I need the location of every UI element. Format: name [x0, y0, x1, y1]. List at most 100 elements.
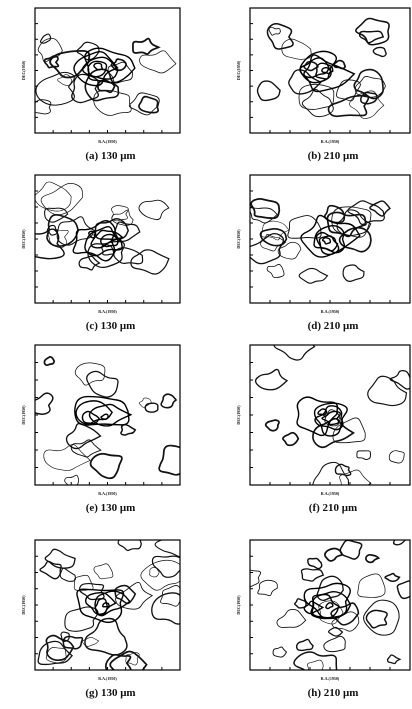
contour: [323, 547, 344, 562]
contour: [144, 402, 159, 413]
contours: [250, 198, 391, 284]
contour: [312, 461, 350, 485]
contour: [39, 560, 62, 580]
contour: [151, 555, 180, 578]
contour: [254, 368, 289, 391]
contour: [37, 640, 73, 666]
x-axis-label: R.A.(1950): [321, 139, 340, 144]
contour: [64, 474, 79, 485]
contour: [356, 450, 371, 460]
contour: [272, 646, 288, 658]
contour: [338, 226, 372, 253]
contours: [35, 356, 180, 485]
x-axis-label: R.A.(1950): [321, 676, 340, 681]
contour: [323, 635, 346, 653]
contour: [277, 241, 302, 260]
contour: [288, 69, 322, 95]
contour: [94, 590, 131, 617]
contour: [44, 207, 69, 223]
y-axis-label: DEC(1950): [236, 595, 241, 615]
x-axis-label: R.A.(1950): [98, 309, 117, 314]
contour: [313, 225, 346, 254]
contour: [56, 216, 96, 246]
contour: [357, 573, 386, 598]
contour: [321, 410, 341, 426]
contour: [43, 356, 56, 367]
contour: [84, 225, 123, 257]
contour: [250, 232, 285, 265]
contour: [287, 215, 322, 239]
contour: [46, 213, 80, 247]
y-axis-label: DEC(1950): [236, 229, 241, 249]
contour: [257, 579, 278, 597]
panel: R.A.(1950) DEC(1950) (g) 130 μm: [21, 539, 181, 699]
contour: [250, 207, 278, 224]
contour: [81, 56, 119, 80]
contour: [299, 50, 338, 84]
contour: [44, 548, 76, 569]
contour: [363, 599, 400, 636]
y-axis-label: DEC(1950): [236, 405, 241, 425]
contour: [295, 638, 314, 652]
panel: R.A.(1950) DEC(1950) (b) 210 μm: [236, 7, 411, 162]
contour: [349, 90, 385, 119]
frame: [249, 539, 411, 671]
x-axis-label: R.A.(1950): [321, 309, 340, 314]
contour: [109, 650, 148, 670]
contour: [76, 41, 100, 61]
contour: [358, 30, 385, 44]
contour: [298, 267, 329, 284]
contour: [333, 59, 346, 70]
contour: [384, 572, 401, 583]
y-axis-label: DEC(1950): [21, 405, 26, 425]
contour: [111, 209, 134, 226]
x-axis-label: R.A.(1950): [98, 676, 117, 681]
contour: [365, 553, 381, 564]
contour: [266, 263, 285, 279]
contour: [128, 92, 160, 116]
contour: [367, 375, 408, 407]
contour: [301, 88, 334, 118]
contour: [110, 58, 128, 72]
contour: [353, 68, 384, 100]
contour: [307, 557, 323, 570]
panel: R.A.(1950) DEC(1950) (c) 130 μm: [21, 174, 181, 332]
contour: [59, 567, 77, 582]
contour: [73, 50, 119, 87]
panel-caption: (f) 210 μm: [309, 502, 357, 514]
contour: [298, 83, 335, 110]
contours: [250, 540, 410, 670]
panel-caption: (e) 130 μm: [86, 502, 136, 514]
contour: [86, 370, 119, 398]
contour: [62, 635, 84, 650]
contour: [276, 609, 307, 628]
contour: [104, 653, 132, 670]
contour: [388, 450, 405, 464]
contours: [256, 17, 390, 119]
contour: [310, 593, 340, 620]
contour: [84, 617, 128, 656]
contour: [89, 452, 123, 480]
contour: [307, 659, 324, 670]
y-axis-label: DEC(1950): [21, 60, 26, 80]
x-axis-label: R.A.(1950): [321, 491, 340, 496]
contour: [300, 214, 361, 258]
contour: [339, 540, 363, 560]
contour: [282, 431, 300, 447]
contour: [70, 439, 102, 458]
panel-caption: (a) 130 μm: [85, 150, 135, 162]
contour: [94, 217, 130, 241]
y-axis-label: DEC(1950): [236, 60, 241, 80]
contour: [332, 417, 366, 444]
y-axis-label: DEC(1950): [21, 229, 26, 249]
contour: [90, 229, 124, 249]
contour: [158, 444, 180, 476]
contour: [250, 198, 281, 220]
contour: [342, 264, 365, 282]
contour: [81, 410, 100, 425]
contour: [260, 233, 287, 252]
contour: [296, 396, 339, 437]
contour: [117, 540, 142, 552]
contour: [273, 345, 316, 361]
contour: [314, 405, 344, 431]
